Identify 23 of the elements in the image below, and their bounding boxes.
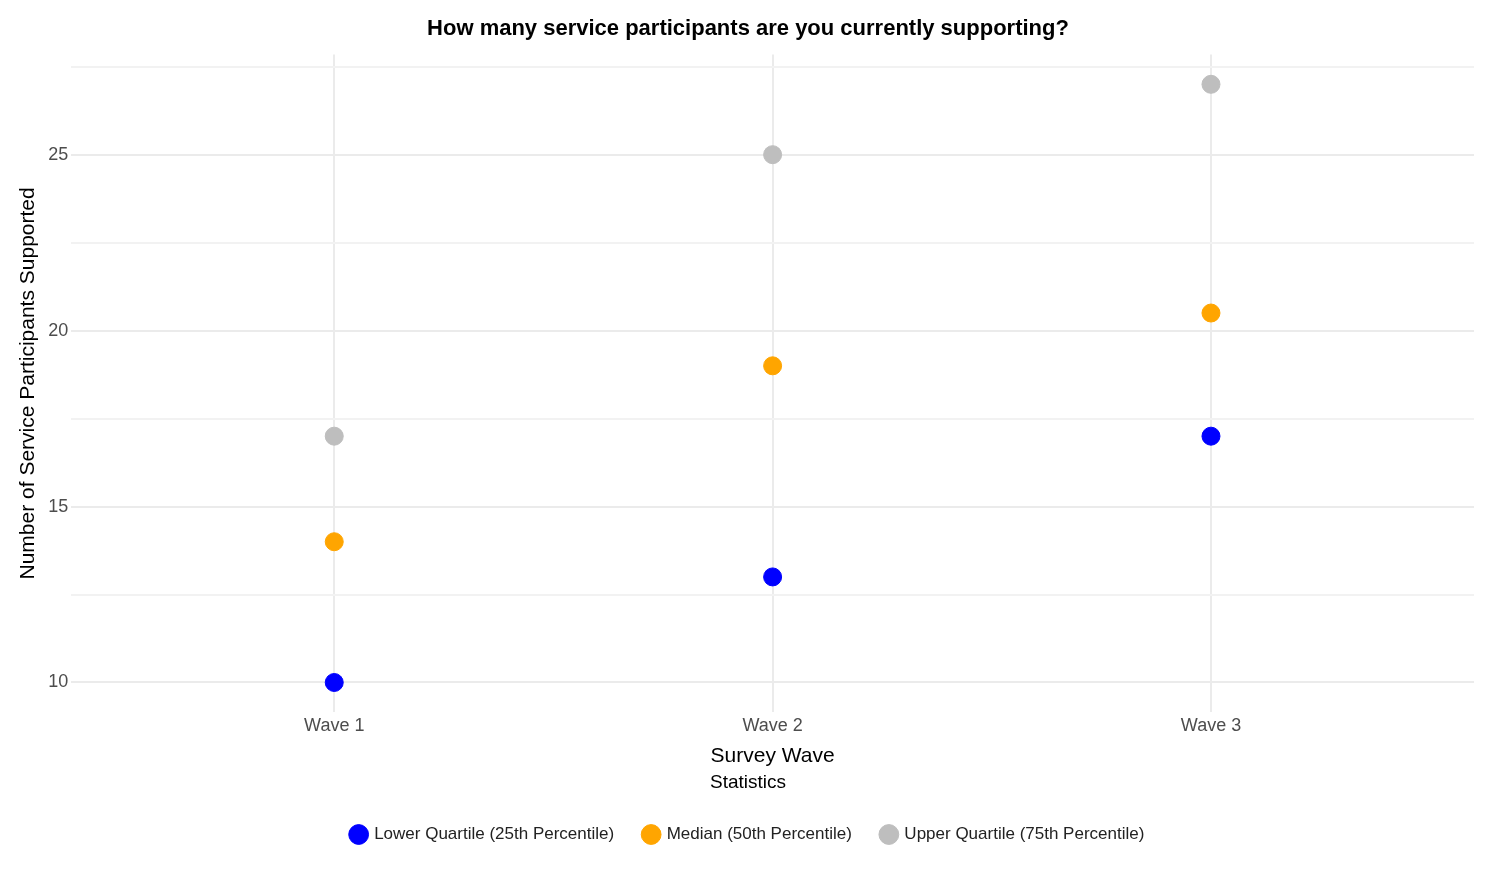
y-tick-label: 15 — [48, 495, 69, 516]
point — [763, 567, 783, 587]
point — [324, 672, 344, 692]
y-tick-label: 20 — [48, 319, 69, 340]
x-tick-label: Wave 3 — [1180, 715, 1242, 736]
x-tick-label: Wave 1 — [304, 715, 365, 736]
y-tick-label: 25 — [48, 143, 69, 164]
legend-title: Statistics — [709, 770, 787, 792]
legend-label: Median (50th Percentile) — [666, 824, 852, 844]
x-axis-title: Survey Wave — [710, 743, 835, 767]
legend-label: Upper Quartile (75th Percentile) — [904, 824, 1145, 844]
point — [324, 532, 344, 552]
chart-title: How many service participants are you currently supporting? — [427, 15, 1069, 41]
point — [763, 145, 783, 165]
y-tick-label: 10 — [48, 671, 69, 692]
point — [1201, 303, 1221, 323]
point — [1201, 74, 1221, 94]
y-axis-title: Number of Service Participants Supported — [15, 187, 39, 580]
x-tick-label: Wave 2 — [742, 715, 803, 736]
point — [324, 426, 344, 446]
point — [763, 356, 783, 376]
legend-label: Lower Quartile (25th Percentile) — [374, 824, 615, 844]
point — [1201, 426, 1221, 446]
